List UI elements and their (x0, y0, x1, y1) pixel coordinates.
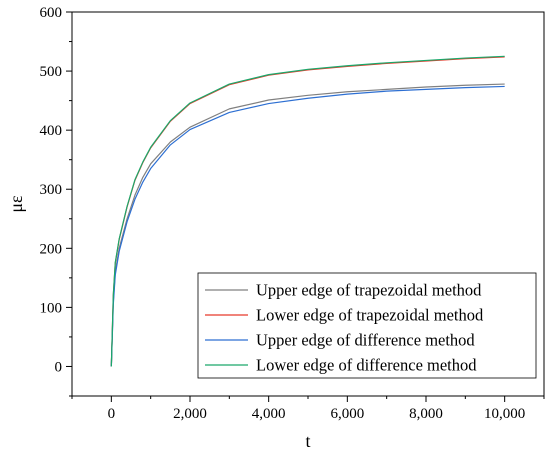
legend-label-4: Lower edge of difference method (256, 356, 477, 375)
series-line-3 (110, 85, 505, 367)
x-axis-title: t (305, 431, 310, 451)
legend-label-2: Lower edge of trapezoidal method (256, 306, 484, 325)
y-tick-label: 600 (40, 5, 63, 21)
x-tick-label: 0 (108, 406, 116, 422)
x-tick-label: 6,000 (330, 406, 364, 422)
y-axis-title: με (6, 195, 26, 213)
x-tick-label: 8,000 (409, 406, 443, 422)
y-tick-label: 300 (40, 182, 63, 198)
y-tick-label: 500 (40, 64, 63, 80)
y-tick-label: 200 (40, 241, 63, 257)
legend-label-3: Upper edge of difference method (256, 331, 475, 350)
y-tick-label: 100 (40, 300, 63, 316)
axis-ticks: 0 2,000 4,000 6,000 8,000 10,000 0 100 200 300 400… (40, 5, 545, 422)
series-lines (110, 55, 505, 367)
y-tick-label: 400 (40, 123, 63, 139)
y-tick-label: 0 (55, 359, 63, 375)
x-tick-label: 4,000 (252, 406, 286, 422)
series-line-4 (110, 55, 505, 367)
x-tick-label: 10,000 (484, 406, 525, 422)
legend: Upper edge of trapezoidal method Lower ed… (197, 272, 537, 379)
legend-box (197, 272, 537, 379)
legend-label-1: Upper edge of trapezoidal method (256, 281, 482, 300)
x-tick-label: 2,000 (173, 406, 207, 422)
